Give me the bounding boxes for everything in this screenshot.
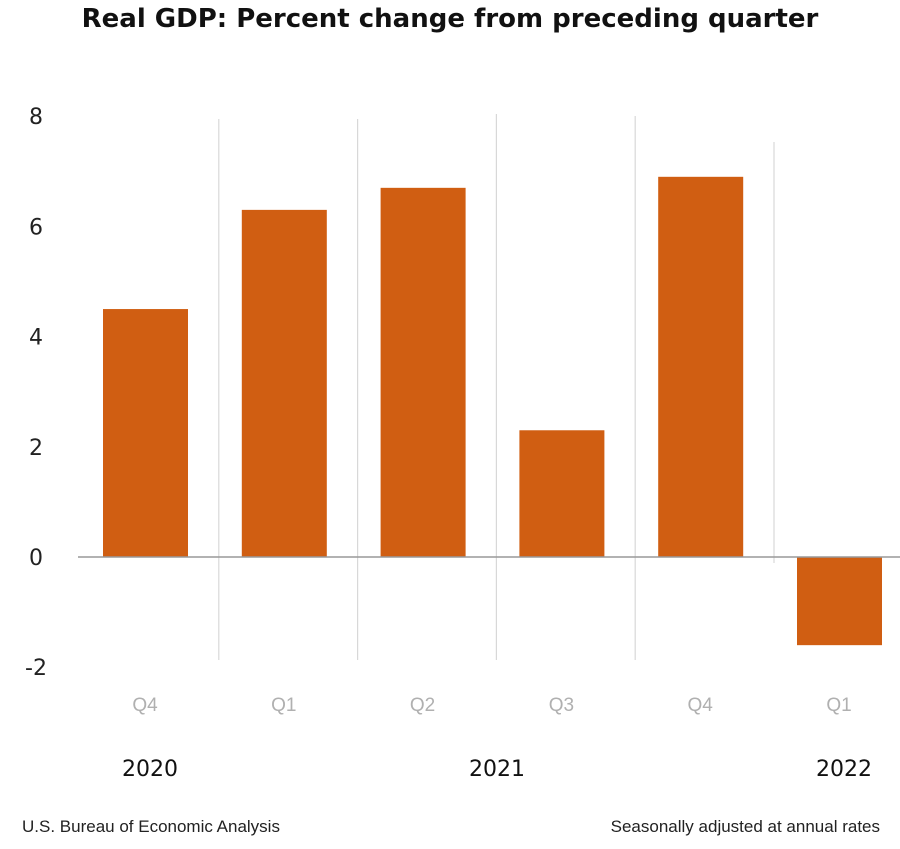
year-label: 2021 [469,757,525,782]
x-tick-label: Q3 [549,695,574,716]
chart-title: Real GDP: Percent change from preceding … [81,4,819,34]
source-note: U.S. Bureau of Economic Analysis [22,817,280,836]
bar-q4 [103,309,188,557]
x-tick-label: Q4 [132,695,158,716]
y-tick-label: -2 [25,656,47,681]
bar-q4 [658,176,744,557]
bar-q3 [519,430,605,557]
x-tick-label: Q1 [826,695,851,716]
x-tick-label: Q2 [410,695,435,716]
y-tick-label: 4 [29,326,43,351]
bar-q2 [380,187,466,557]
y-tick-label: 8 [29,105,43,130]
bar-q1 [241,209,327,557]
year-label: 2022 [816,757,872,782]
y-tick-label: 2 [29,436,43,461]
x-tick-label: Q4 [688,695,714,716]
bar-chart: 8 6 4 2 0 -2 Q4 Q1 Q2 Q3 Q4 Q1 2020 2021 2022 [25,105,900,782]
y-tick-label: 0 [29,546,43,571]
bar-q1 [797,557,882,646]
year-label: 2020 [122,757,178,782]
x-tick-label: Q1 [271,695,296,716]
adjustment-note: Seasonally adjusted at annual rates [610,817,880,836]
y-tick-label: 6 [29,215,43,240]
